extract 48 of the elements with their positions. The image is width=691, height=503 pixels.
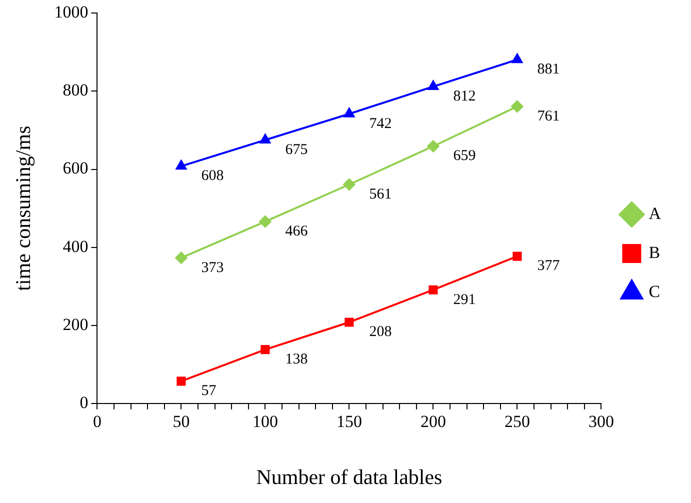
data-label: 377 <box>537 258 560 274</box>
point <box>511 100 524 112</box>
point <box>428 285 438 294</box>
y-tick-label: 800 <box>62 80 88 100</box>
point <box>259 216 272 228</box>
point <box>344 108 355 118</box>
data-label: 561 <box>369 186 392 202</box>
x-axis-title: Number of data lables <box>256 464 442 489</box>
data-label: 466 <box>285 224 308 240</box>
x-tick-label: 0 <box>92 412 102 432</box>
y-tick-label: 400 <box>62 236 88 256</box>
data-label: 812 <box>453 88 476 104</box>
y-tick-label: 1000 <box>54 2 88 22</box>
point <box>427 140 440 152</box>
data-label: 138 <box>285 351 308 368</box>
data-label: 208 <box>369 324 392 340</box>
y-axis-title: time consuming/ms <box>11 126 36 291</box>
x-tick-label: 100 <box>252 412 278 432</box>
x-tick-label: 200 <box>420 412 446 432</box>
x-tick-label: 50 <box>172 412 190 432</box>
point <box>260 345 270 354</box>
point <box>175 252 188 264</box>
x-tick-label: 150 <box>336 412 362 432</box>
data-label: 675 <box>285 142 308 158</box>
point <box>512 54 523 64</box>
data-label: 659 <box>453 148 476 164</box>
point <box>344 318 354 327</box>
data-label: 881 <box>537 62 560 78</box>
data-label: 761 <box>537 108 560 124</box>
y-tick-label: 600 <box>62 158 88 178</box>
y-tick-label: 0 <box>80 392 88 412</box>
point <box>176 376 186 386</box>
point <box>260 134 271 144</box>
point <box>512 252 522 261</box>
point <box>176 160 187 170</box>
point <box>343 178 356 190</box>
data-label: 291 <box>453 292 476 308</box>
data-label: 608 <box>201 168 224 184</box>
point <box>428 80 439 90</box>
legend-label: B <box>648 242 660 262</box>
y-tick-label: 200 <box>62 314 88 334</box>
data-label: 742 <box>369 116 392 132</box>
data-label: 373 <box>201 260 224 276</box>
legend-label: C <box>648 282 660 301</box>
data-label: 57 <box>201 383 217 400</box>
x-tick-label: 250 <box>504 412 530 432</box>
x-tick-label: 300 <box>588 412 614 432</box>
legend-label: A <box>648 204 662 223</box>
